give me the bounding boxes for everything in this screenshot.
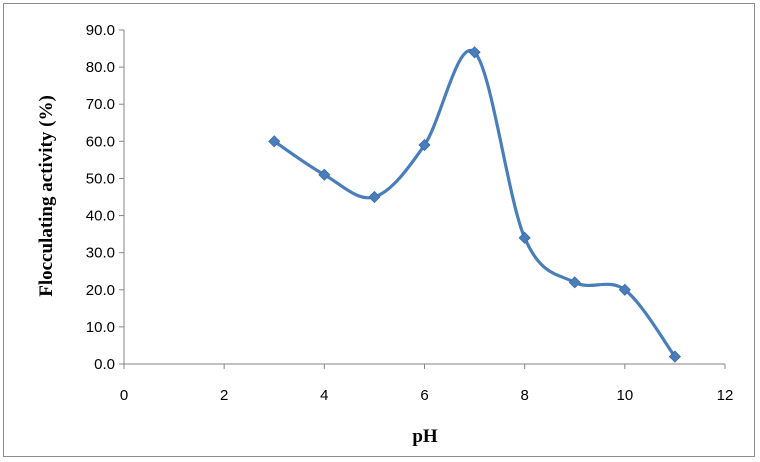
y-tick-label: 80.0 xyxy=(86,59,115,76)
data-point-marker xyxy=(318,168,331,181)
data-point-marker xyxy=(568,276,581,289)
x-tick-label: 12 xyxy=(717,387,734,404)
x-axis-ticks: 0 2 4 6 8 10 12 xyxy=(120,364,734,404)
data-point-marker xyxy=(368,190,381,204)
y-tick-label: 50.0 xyxy=(86,170,115,187)
y-tick-label: 60.0 xyxy=(86,133,115,150)
chart-frame xyxy=(3,3,755,457)
y-tick-label: 90.0 xyxy=(86,22,115,39)
data-point-marker xyxy=(468,46,481,59)
x-tick-label: 10 xyxy=(616,387,633,404)
y-tick-label: 10.0 xyxy=(86,319,115,336)
data-point-marker xyxy=(518,231,531,244)
x-tick-label: 2 xyxy=(220,387,228,404)
data-point-marker xyxy=(268,135,281,148)
data-point-marker xyxy=(418,138,431,152)
data-point-marker xyxy=(618,283,631,296)
y-axis-ticks: 0.0 10.0 20.0 30.0 40.0 50.0 60.0 70.0 80.0 90.0 xyxy=(86,22,124,373)
series-line xyxy=(272,48,677,359)
x-tick-label: 6 xyxy=(420,387,428,404)
y-tick-label: 40.0 xyxy=(86,208,115,225)
y-tick-label: 70.0 xyxy=(86,96,115,113)
y-axis-title: Flocculating activity (%) xyxy=(36,95,57,297)
y-tick-label: 30.0 xyxy=(86,245,115,262)
x-tick-label: 4 xyxy=(320,387,328,404)
y-tick-label: 0.0 xyxy=(94,356,115,373)
x-tick-label: 0 xyxy=(120,387,128,404)
series-markers xyxy=(268,46,681,363)
x-axis-title: pH xyxy=(412,426,438,447)
x-tick-label: 8 xyxy=(520,387,528,404)
y-tick-label: 20.0 xyxy=(86,282,115,299)
data-point-marker xyxy=(668,350,681,363)
plot-area: 0.010.020.030.040.050.060.070.080.090.0 … xyxy=(86,22,734,404)
